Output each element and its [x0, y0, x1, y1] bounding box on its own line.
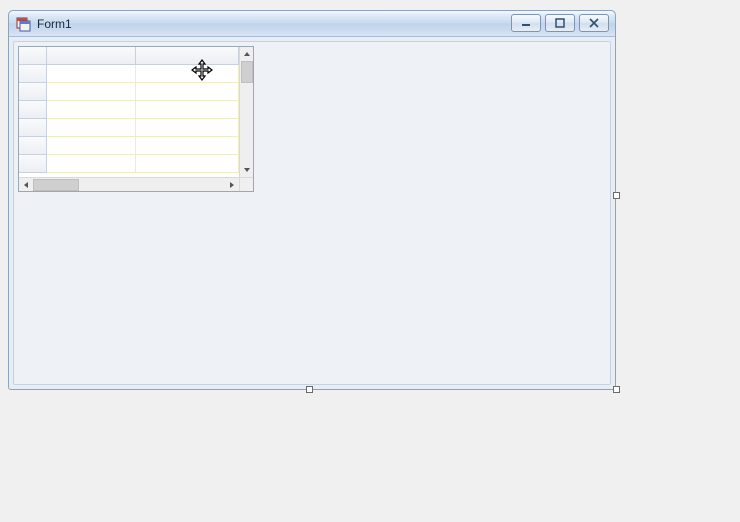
window-controls — [511, 14, 609, 32]
maximize-button[interactable] — [545, 14, 575, 32]
table-row[interactable] — [19, 83, 239, 101]
selection-handle[interactable] — [613, 386, 620, 393]
datagrid-cell[interactable] — [136, 119, 239, 137]
client-area — [13, 41, 611, 385]
datagrid-cell[interactable] — [47, 119, 135, 137]
datagrid-row-header[interactable] — [19, 65, 47, 83]
datagrid-cell[interactable] — [136, 137, 239, 155]
scrollbar-sizer — [239, 177, 253, 191]
horizontal-scrollbar[interactable] — [19, 177, 239, 191]
datagrid-cell[interactable] — [47, 83, 135, 101]
designer-surface: Form1 — [0, 0, 740, 522]
vertical-scrollbar[interactable] — [239, 47, 253, 177]
vertical-scroll-thumb[interactable] — [241, 61, 253, 83]
datagrid-cell[interactable] — [136, 83, 239, 101]
datagridview[interactable] — [18, 46, 254, 192]
datagrid-body — [19, 47, 239, 177]
datagrid-cell[interactable] — [136, 101, 239, 119]
datagrid-cell[interactable] — [47, 137, 135, 155]
datagrid-cell[interactable] — [136, 65, 239, 83]
selection-handle[interactable] — [306, 386, 313, 393]
minimize-button[interactable] — [511, 14, 541, 32]
datagrid-row-header[interactable] — [19, 101, 47, 119]
datagrid-column-header[interactable] — [47, 47, 135, 65]
datagrid-cell[interactable] — [136, 155, 239, 173]
datagrid-column-header-row — [19, 47, 239, 65]
table-row[interactable] — [19, 155, 239, 173]
app-icon — [15, 16, 31, 32]
datagrid-cell[interactable] — [47, 101, 135, 119]
form-window: Form1 — [8, 10, 616, 390]
table-row[interactable] — [19, 119, 239, 137]
datagrid-column-header[interactable] — [136, 47, 239, 65]
datagrid-row-header[interactable] — [19, 119, 47, 137]
table-row[interactable] — [19, 101, 239, 119]
scroll-right-button[interactable] — [225, 178, 239, 192]
titlebar[interactable]: Form1 — [9, 11, 615, 37]
table-row[interactable] — [19, 137, 239, 155]
scroll-down-button[interactable] — [240, 163, 254, 177]
selection-handle[interactable] — [613, 192, 620, 199]
datagrid-cell[interactable] — [47, 65, 135, 83]
close-button[interactable] — [579, 14, 609, 32]
datagrid-topleft-header[interactable] — [19, 47, 47, 65]
datagrid-row-header[interactable] — [19, 155, 47, 173]
datagrid-cell[interactable] — [47, 155, 135, 173]
table-row[interactable] — [19, 65, 239, 83]
horizontal-scroll-thumb[interactable] — [33, 179, 79, 191]
datagrid-row-header[interactable] — [19, 83, 47, 101]
datagrid-row-header[interactable] — [19, 137, 47, 155]
scroll-up-button[interactable] — [240, 47, 254, 61]
scroll-left-button[interactable] — [19, 178, 33, 192]
window-title: Form1 — [37, 17, 72, 31]
